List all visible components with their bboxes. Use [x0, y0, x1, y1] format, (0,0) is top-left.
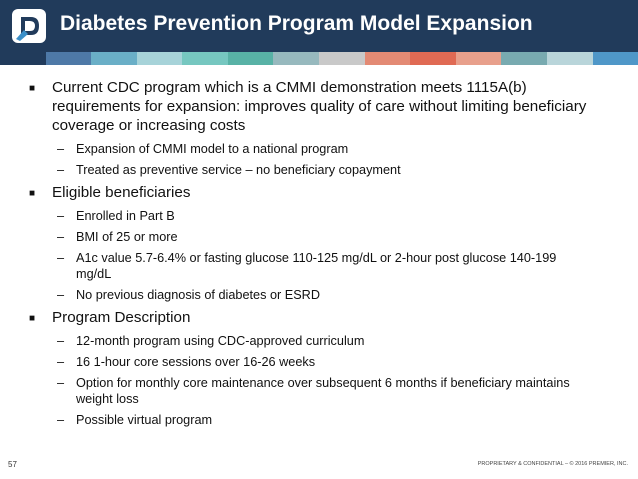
page-number: 57 [8, 460, 17, 469]
slide-title: Diabetes Prevention Program Model Expans… [60, 12, 533, 35]
color-strip-segment [546, 52, 593, 65]
bullet-list: ■ Current CDC program which is a CMMI dem… [0, 78, 638, 433]
dash-bullet-icon: – [57, 376, 65, 390]
sub-bullet-text: 16 1-hour core sessions over 16-26 weeks [76, 355, 316, 369]
bullet-text: Current CDC program which is a CMMI demo… [52, 79, 587, 134]
sub-bullet-item: – Expansion of CMMI model to a national p… [0, 141, 638, 157]
confidential-footer: PROPRIETARY & CONFIDENTIAL – © 2016 PREM… [477, 461, 628, 467]
color-strip-segment [273, 52, 320, 65]
sub-bullet-item: – Treated as preventive service – no bene… [0, 162, 638, 178]
sub-bullet-item: – A1c value 5.7-6.4% or fasting glucose 1… [0, 250, 638, 282]
sub-bullet-text: Expansion of CMMI model to a national pr… [76, 142, 349, 156]
color-strip-segment [592, 52, 638, 65]
dash-bullet-icon: – [57, 288, 65, 302]
sub-bullet-item: –16 1-hour core sessions over 16-26 week… [0, 354, 638, 370]
dash-bullet-icon: – [57, 209, 65, 223]
dash-bullet-icon: – [57, 355, 65, 369]
sub-bullet-text: BMI of 25 or more [76, 230, 178, 244]
dash-bullet-icon: – [57, 163, 65, 177]
square-bullet-icon: ■ [29, 83, 36, 94]
dash-bullet-icon: – [57, 230, 65, 244]
color-strip-segment [455, 52, 502, 65]
sub-bullet-item: – Enrolled in Part B [0, 208, 638, 224]
sub-bullet-text: No previous diagnosis of diabetes or ESR… [76, 288, 321, 302]
bullet-text: Eligible beneficiaries [52, 184, 191, 201]
bullet-item: ■ Current CDC program which is a CMMI dem… [0, 78, 638, 135]
bullet-item: ■ Program Description [0, 308, 638, 327]
color-strip-segment [91, 52, 137, 65]
color-strip-segment [0, 52, 46, 65]
premier-logo-icon [12, 9, 46, 43]
square-bullet-icon: ■ [29, 188, 36, 199]
color-strip-segment [410, 52, 456, 65]
color-strip-segment [501, 52, 547, 65]
sub-bullet-item: – No previous diagnosis of diabetes or ES… [0, 287, 638, 303]
slide-header: Diabetes Prevention Program Model Expans… [0, 0, 638, 52]
sub-bullet-item: –12-month program using CDC-approved cur… [0, 333, 638, 349]
bullet-item: ■ Eligible beneficiaries [0, 183, 638, 202]
sub-bullet-text: Treated as preventive service – no benef… [76, 163, 401, 177]
sub-bullet-item: – Possible virtual program [0, 412, 638, 428]
dash-bullet-icon: – [57, 251, 65, 265]
sub-bullet-text: A1c value 5.7-6.4% or fasting glucose 11… [76, 251, 557, 281]
color-strip-segment [364, 52, 411, 65]
sub-bullet-text: Enrolled in Part B [76, 209, 175, 223]
color-strip-segment [136, 52, 183, 65]
dash-bullet-icon: – [57, 413, 65, 427]
sub-bullet-item: – Option for monthly core maintenance ove… [0, 375, 638, 407]
color-strip-segment [319, 52, 365, 65]
color-strip-segment [45, 52, 92, 65]
dash-bullet-icon: – [57, 142, 65, 156]
sub-bullet-text: Option for monthly core maintenance over… [76, 376, 570, 406]
color-strip-segment [182, 52, 228, 65]
sub-bullet-text: 12-month program using CDC-approved curr… [76, 334, 365, 348]
dash-bullet-icon: – [57, 334, 65, 348]
sub-bullet-text: Possible virtual program [76, 413, 213, 427]
color-strip-segment [227, 52, 274, 65]
bullet-text: Program Description [52, 309, 191, 326]
sub-bullet-item: – BMI of 25 or more [0, 229, 638, 245]
color-strip [0, 52, 638, 65]
square-bullet-icon: ■ [29, 313, 36, 324]
